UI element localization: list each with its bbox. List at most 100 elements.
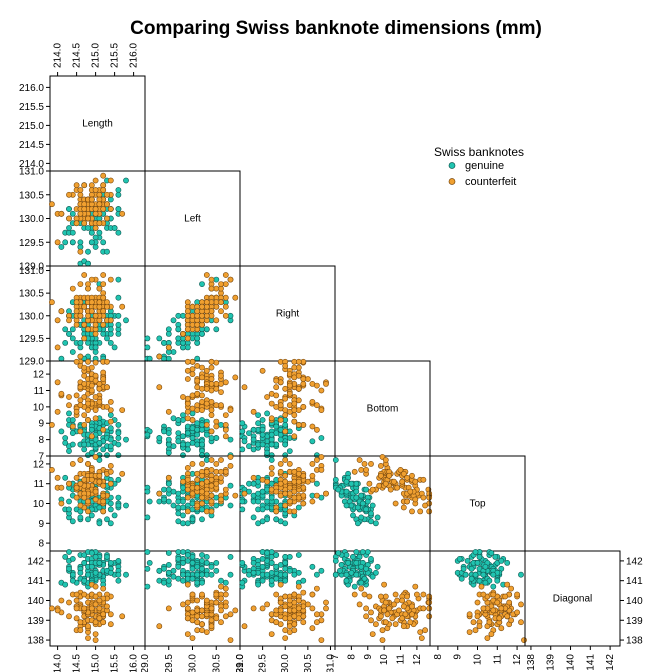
point-counterfeit — [379, 627, 386, 634]
point-genuine — [358, 492, 365, 499]
point-genuine — [69, 326, 76, 333]
point-counterfeit — [227, 454, 234, 460]
point-counterfeit — [194, 597, 201, 604]
point-counterfeit — [277, 460, 284, 467]
point-genuine — [250, 514, 257, 521]
point-counterfeit — [96, 220, 103, 227]
point-genuine — [115, 502, 122, 509]
point-genuine — [343, 488, 350, 495]
point-genuine — [115, 571, 122, 578]
point-counterfeit — [208, 428, 215, 435]
point-genuine — [250, 569, 257, 576]
point-counterfeit — [180, 601, 186, 608]
right-axis-diagonal-tick-label: 140 — [626, 596, 643, 607]
point-counterfeit — [222, 613, 229, 620]
point-counterfeit — [194, 627, 201, 634]
point-counterfeit — [399, 615, 406, 622]
point-counterfeit — [218, 619, 224, 626]
y-axis-length-tick-label: 215.0 — [19, 121, 44, 132]
point-counterfeit — [417, 508, 424, 515]
point-counterfeit — [184, 464, 191, 471]
point-counterfeit — [77, 619, 84, 626]
point-genuine — [175, 498, 182, 505]
point-genuine — [180, 412, 186, 418]
point-counterfeit — [58, 210, 65, 217]
point-counterfeit — [377, 613, 384, 620]
point-genuine — [358, 514, 365, 521]
point-counterfeit — [184, 631, 191, 637]
point-genuine — [81, 560, 88, 566]
point-genuine — [255, 412, 261, 418]
point-genuine — [81, 446, 88, 453]
point-counterfeit — [203, 629, 210, 635]
point-counterfeit — [81, 206, 88, 212]
point-counterfeit — [92, 377, 99, 384]
point-genuine — [213, 276, 220, 283]
point-counterfeit — [81, 272, 88, 278]
point-counterfeit — [282, 428, 289, 435]
point-counterfeit — [165, 408, 172, 415]
point-counterfeit — [92, 321, 99, 328]
point-counterfeit — [180, 330, 186, 337]
point-counterfeit — [363, 466, 369, 473]
point-genuine — [96, 439, 103, 446]
point-genuine — [107, 500, 114, 507]
point-counterfeit — [391, 601, 397, 608]
point-counterfeit — [184, 326, 191, 333]
y-axis-bottom-tick-label: 8 — [38, 435, 44, 446]
point-counterfeit — [412, 583, 419, 590]
point-genuine — [88, 229, 95, 236]
point-genuine — [282, 421, 289, 428]
point-counterfeit — [222, 468, 229, 475]
point-genuine — [364, 498, 371, 505]
point-genuine — [156, 435, 163, 441]
point-genuine — [332, 558, 339, 564]
point-genuine — [199, 421, 205, 428]
point-genuine — [255, 581, 261, 588]
point-counterfeit — [241, 384, 248, 391]
point-counterfeit — [518, 601, 524, 608]
point-genuine — [335, 550, 342, 556]
point-genuine — [282, 554, 289, 560]
panel-top-vs-bottom — [332, 454, 433, 527]
point-genuine — [111, 225, 118, 231]
point-counterfeit — [66, 599, 72, 606]
point-counterfeit — [107, 462, 114, 469]
point-counterfeit — [119, 613, 126, 620]
point-counterfeit — [309, 460, 316, 467]
point-counterfeit — [208, 605, 215, 612]
point-counterfeit — [323, 380, 329, 387]
point-counterfeit — [73, 474, 80, 481]
point-genuine — [268, 431, 275, 438]
point-counterfeit — [199, 392, 205, 399]
point-counterfeit — [199, 364, 205, 371]
point-counterfeit — [232, 374, 239, 381]
point-counterfeit — [389, 615, 396, 622]
point-counterfeit — [81, 220, 88, 227]
point-genuine — [96, 504, 103, 511]
point-counterfeit — [180, 394, 186, 400]
point-counterfeit — [88, 196, 95, 203]
point-counterfeit — [300, 403, 307, 410]
point-genuine — [199, 552, 205, 558]
point-genuine — [363, 486, 369, 493]
point-genuine — [250, 480, 257, 487]
point-counterfeit — [295, 605, 302, 612]
point-counterfeit — [92, 488, 99, 495]
point-counterfeit — [295, 583, 302, 590]
panel-bottom-vs-length — [49, 358, 129, 459]
point-counterfeit — [66, 215, 72, 222]
point-genuine — [184, 446, 191, 453]
point-counterfeit — [264, 394, 270, 400]
point-counterfeit — [291, 627, 298, 634]
point-genuine — [482, 579, 489, 586]
point-counterfeit — [96, 615, 103, 622]
point-counterfeit — [92, 394, 99, 400]
point-counterfeit — [58, 390, 65, 397]
point-counterfeit — [291, 494, 298, 501]
top-axis-length-tick-label: 215.5 — [110, 43, 121, 68]
point-genuine — [468, 575, 475, 582]
point-counterfeit — [426, 605, 433, 612]
point-genuine — [354, 504, 361, 511]
point-genuine — [282, 565, 289, 572]
